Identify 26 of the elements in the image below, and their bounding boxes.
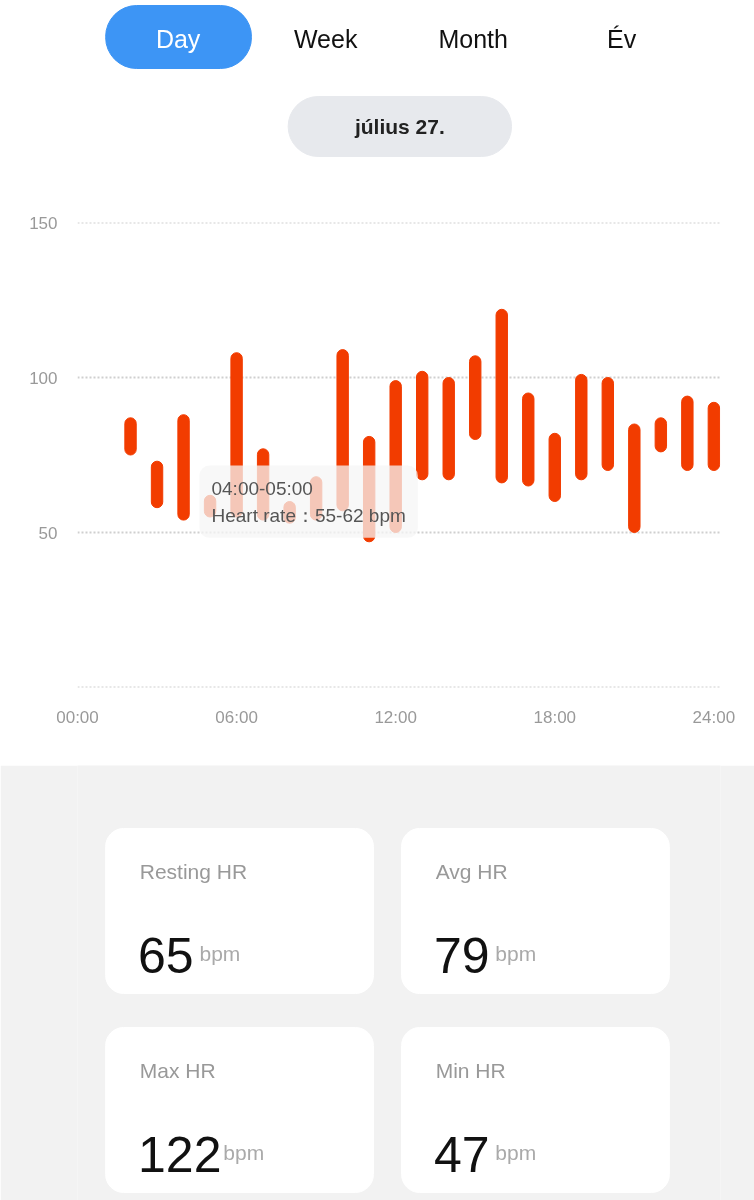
x-tick-label: 12:00	[374, 707, 417, 727]
text: Max HR	[139, 1059, 216, 1082]
y-tick-label: 50	[38, 523, 58, 543]
text: bpm	[199, 942, 241, 965]
y-tick-label: 150	[29, 213, 58, 233]
x-tick-label: 06:00	[215, 707, 258, 727]
text: Week	[293, 24, 358, 53]
text: Resting HR	[139, 860, 248, 883]
text: Month	[438, 24, 508, 53]
text: bpm	[223, 1141, 265, 1164]
text: Day	[155, 24, 201, 53]
text: bpm	[495, 1141, 537, 1164]
text: 47	[433, 1127, 490, 1183]
text: bpm	[495, 942, 537, 965]
x-tick-label: 18:00	[533, 707, 577, 727]
text: Év	[606, 24, 637, 53]
chart-title: július 27.	[353, 115, 445, 138]
text: 79	[433, 928, 490, 984]
text: Avg HR	[435, 860, 508, 883]
annotation: 04:00-05:00 Heart rate：55-62 bpm	[211, 477, 406, 526]
x-tick-label: 00:00	[56, 707, 99, 727]
y-tick-label: 100	[29, 368, 58, 388]
text: Min HR	[435, 1059, 506, 1082]
text: 122	[138, 1127, 222, 1183]
x-tick-label: 24:00	[692, 707, 736, 727]
text: 65	[138, 928, 194, 984]
